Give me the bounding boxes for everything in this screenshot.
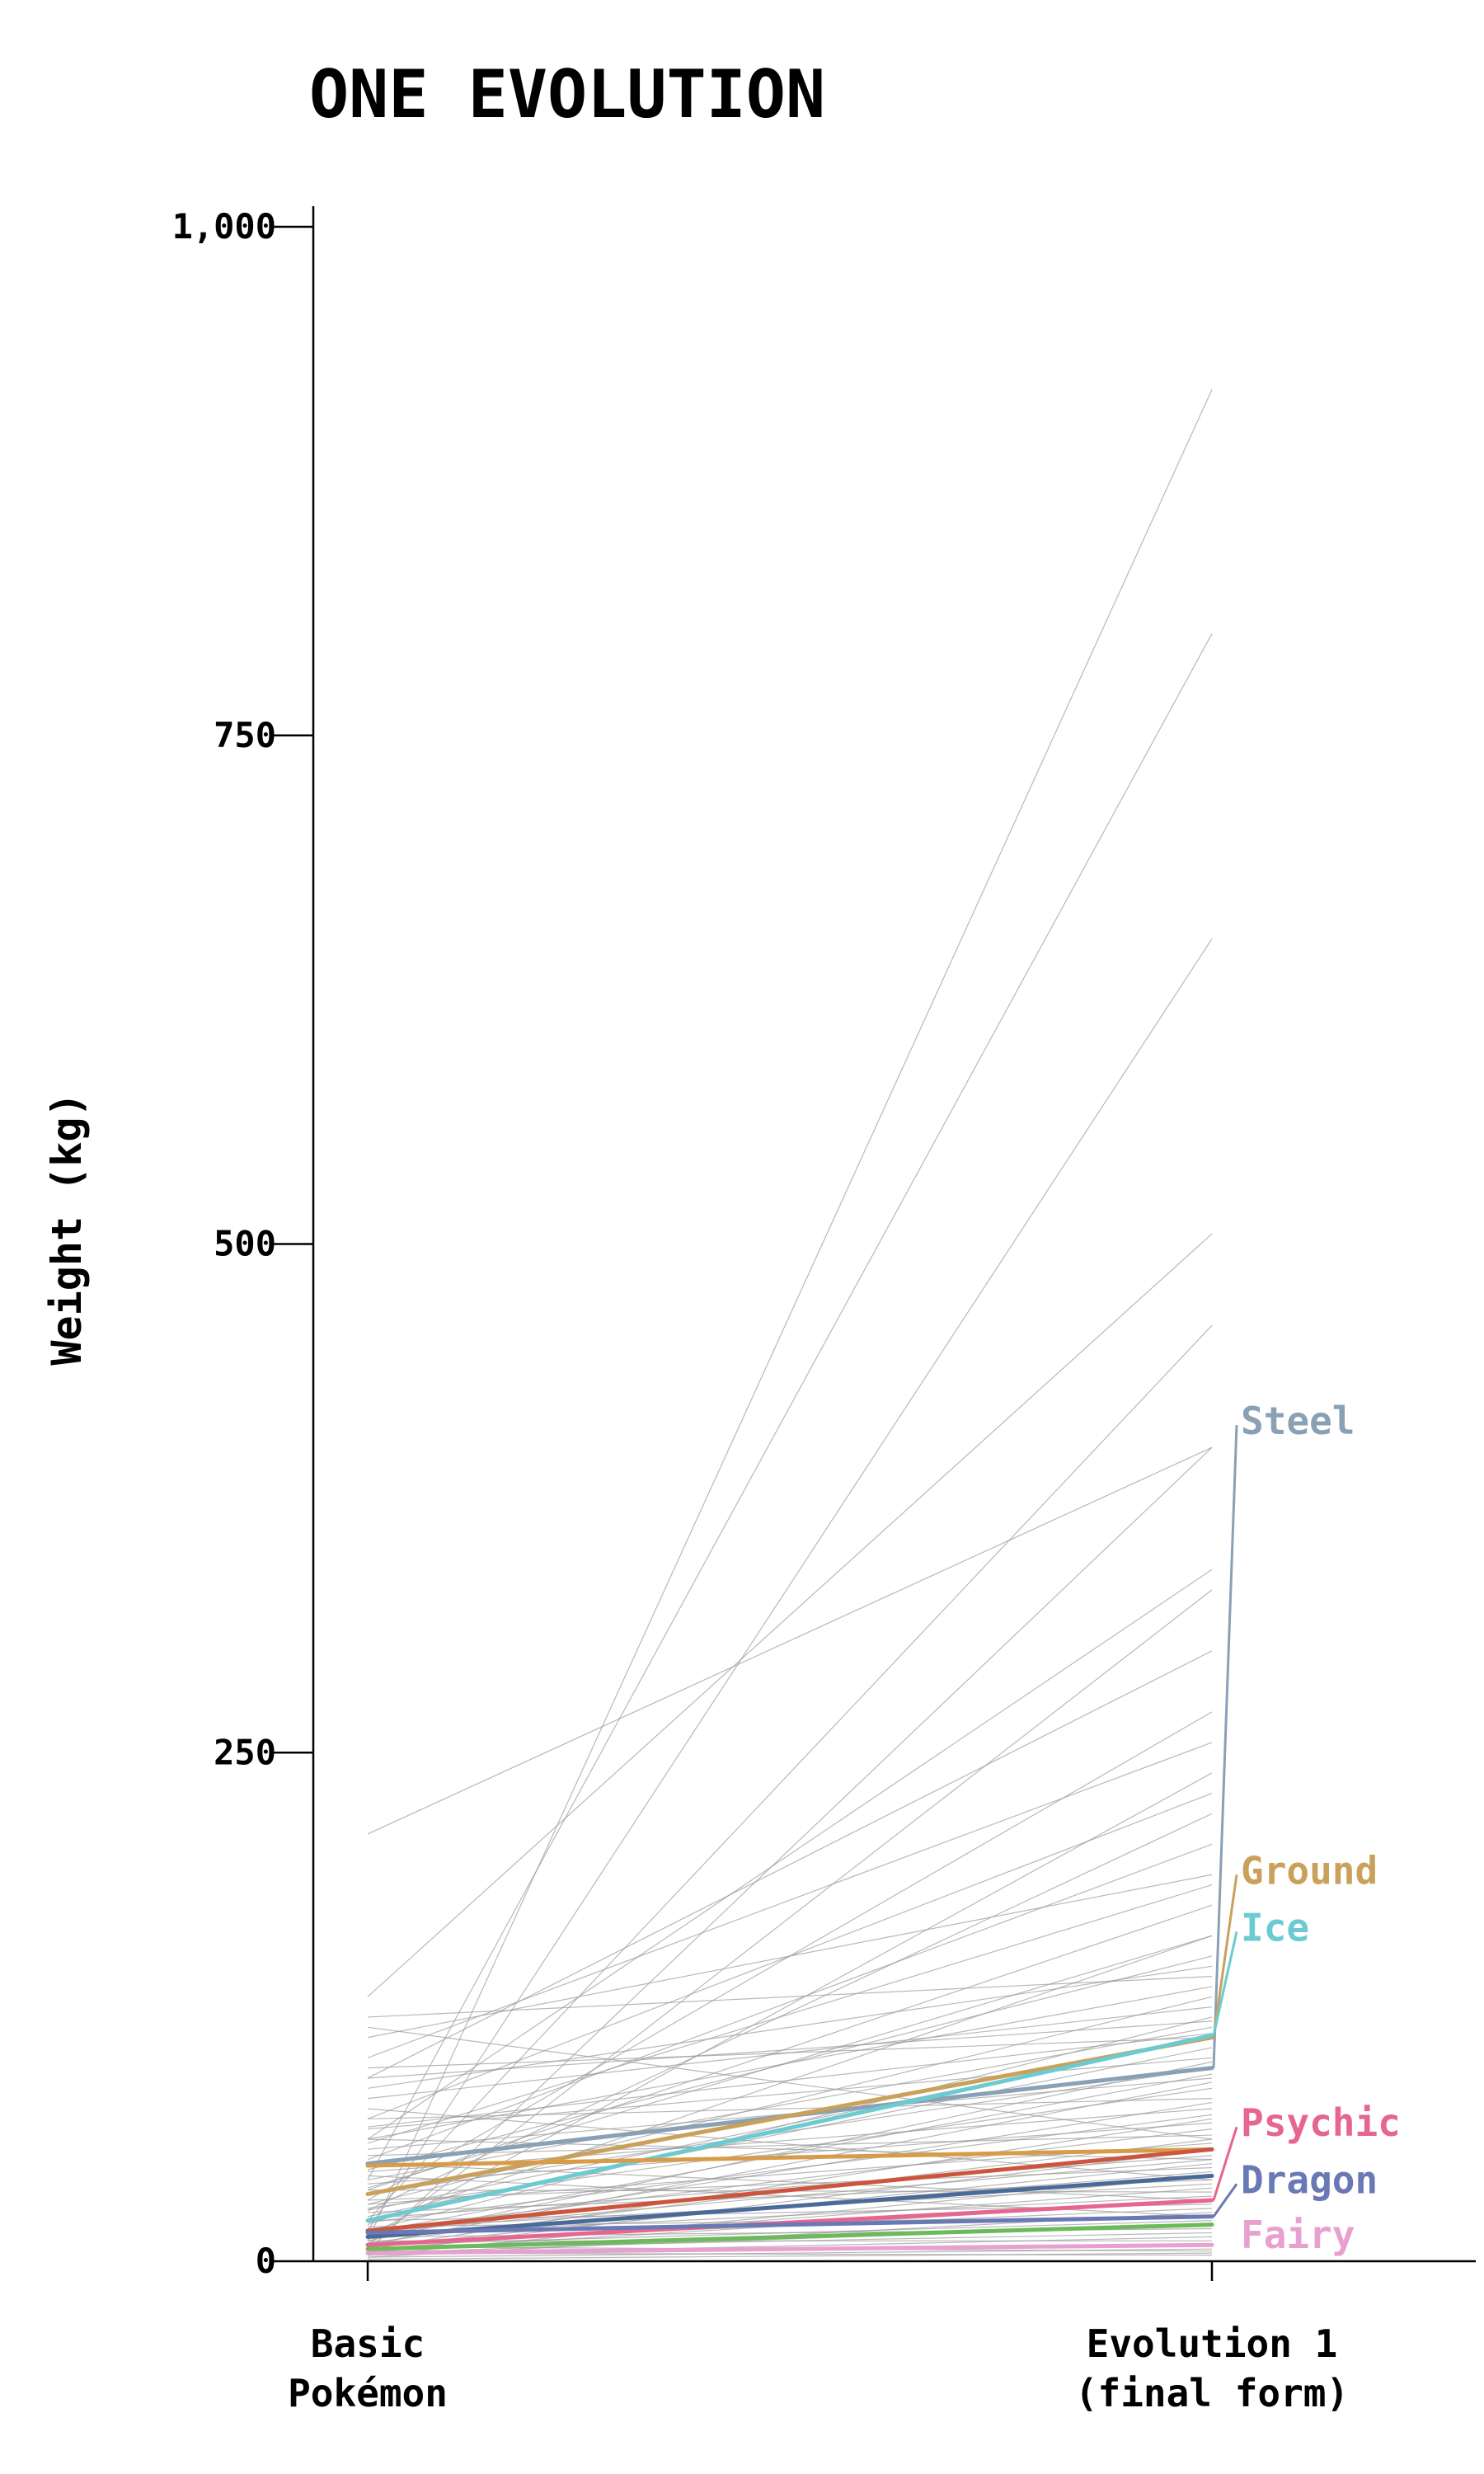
background-line-3 <box>367 1233 1213 1997</box>
series-line-dragon <box>365 2214 1214 2235</box>
background-line-12 <box>367 1772 1213 2237</box>
background-line-7 <box>367 1569 1213 2140</box>
background-line-75 <box>367 2138 1213 2161</box>
y-axis-label: Weight (kg) <box>43 1092 91 1365</box>
series-lines <box>365 2033 1214 2255</box>
background-line-14 <box>367 1813 1213 2211</box>
chart-title: ONE EVOLUTION <box>309 56 825 133</box>
background-line-15 <box>367 1843 1213 2161</box>
background-line-82 <box>367 2073 1213 2234</box>
series-label-psychic: Psychic <box>1241 2100 1401 2145</box>
series-label-leader-ground <box>1212 1874 1238 2038</box>
background-lines <box>367 389 1213 2260</box>
background-line-70 <box>367 2252 1213 2260</box>
background-line-11 <box>367 1742 1213 2058</box>
background-line-8 <box>367 1589 1213 2246</box>
background-line-22 <box>367 1996 1213 2205</box>
y-tick-label-750: 750 <box>214 715 276 755</box>
background-line-26 <box>367 2037 1213 2069</box>
series-label-dragon: Dragon <box>1241 2157 1378 2202</box>
series-line-4 <box>365 2147 1214 2233</box>
series-line-3 <box>365 2147 1214 2168</box>
background-line-5 <box>367 1446 1213 1835</box>
series-label-leader-steel <box>1212 1425 1238 2068</box>
series-label-ground: Ground <box>1241 1848 1378 1893</box>
series-line-ice <box>365 2033 1214 2223</box>
y-tick-label-250: 250 <box>214 1732 276 1772</box>
axes: 0 250 500 750 1,000 Basic Pokémon Evolution 1 (f… <box>172 206 1476 2415</box>
background-line-81 <box>367 1884 1213 2144</box>
background-line-41 <box>367 2134 1213 2157</box>
series-line-ground <box>365 2035 1214 2197</box>
x-tick-label-1: Evolution 1 (final form) <box>1075 2321 1349 2415</box>
background-line-40 <box>367 2128 1213 2232</box>
background-line-34 <box>367 2098 1213 2119</box>
background-line-16 <box>367 1874 1213 2039</box>
series-label-steel: Steel <box>1241 1399 1355 1443</box>
series-label-leader-psychic <box>1212 2126 1238 2201</box>
background-line-74 <box>367 2108 1213 2180</box>
background-line-4 <box>367 1324 1213 2222</box>
background-line-30 <box>367 2067 1213 2195</box>
x-tick-label-0: Basic Pokémon <box>288 2321 448 2415</box>
background-line-9 <box>367 1650 1213 2079</box>
background-line-25 <box>367 2026 1213 2180</box>
background-line-2 <box>367 938 1213 2232</box>
y-tick-label-500: 500 <box>214 1224 276 1264</box>
series-line-fairy <box>365 2242 1214 2255</box>
background-line-1 <box>367 633 1213 2180</box>
series-label-leader-ice <box>1212 1931 1238 2036</box>
background-line-73 <box>367 2026 1213 2140</box>
background-line-35 <box>367 2101 1213 2237</box>
background-line-28 <box>367 2057 1213 2130</box>
y-tick-label-0: 0 <box>256 2241 276 2281</box>
series-label-fairy: Fairy <box>1241 2213 1355 2257</box>
background-line-29 <box>367 2061 1213 2241</box>
background-line-48 <box>367 2166 1213 2201</box>
background-line-45 <box>367 2155 1213 2219</box>
series-line-8 <box>365 2222 1214 2251</box>
series-label-ice: Ice <box>1241 1905 1309 1950</box>
series-label-leader-dragon <box>1212 2183 1238 2218</box>
background-line-78 <box>367 1965 1213 2089</box>
background-line-20 <box>367 1976 1213 2018</box>
background-line-83 <box>367 2033 1213 2128</box>
series-line-5 <box>365 2173 1214 2239</box>
y-tick-label-1000: 1,000 <box>172 206 276 247</box>
background-line-72 <box>367 2020 1213 2079</box>
background-line-21 <box>367 1986 1213 2140</box>
series-labels: Steel Ground Ice Psychic Dragon Fairy <box>1212 1399 1401 2257</box>
background-line-0 <box>367 389 1213 2241</box>
